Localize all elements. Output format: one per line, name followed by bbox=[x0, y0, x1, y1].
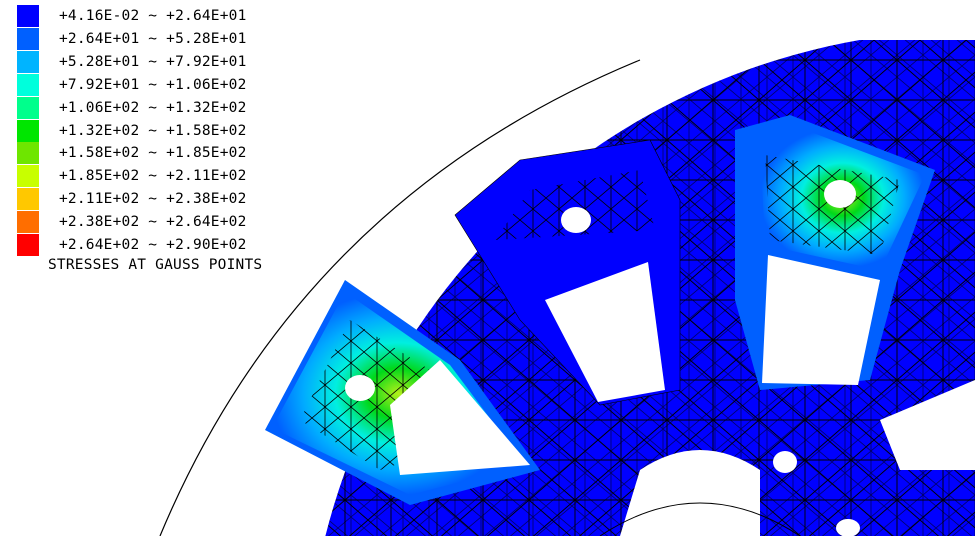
legend-range-text: +2.11E+02 ~ +2.38E+02 bbox=[59, 191, 247, 208]
legend-range-text: +2.64E+01 ~ +5.28E+01 bbox=[59, 30, 247, 47]
middle-bolt-hole bbox=[561, 207, 591, 233]
left-window-opening bbox=[390, 360, 530, 475]
right-window-opening bbox=[762, 255, 880, 385]
legend-swatch bbox=[17, 73, 39, 96]
right-window bbox=[735, 115, 935, 390]
legend-range-text: +2.38E+02 ~ +2.64E+02 bbox=[59, 214, 247, 231]
hub-bolt-hole-small bbox=[836, 519, 860, 536]
left-bolt-hole bbox=[345, 375, 375, 401]
stress-legend: +4.16E-02 ~ +2.64E+01 +2.64E+01 ~ +5.28E+… bbox=[0, 0, 300, 280]
legend-swatch bbox=[17, 165, 39, 188]
right-bolt-hole bbox=[824, 180, 856, 208]
legend-swatch bbox=[17, 50, 39, 73]
legend-swatch bbox=[17, 211, 39, 234]
middle-window-opening bbox=[545, 262, 665, 402]
legend-swatch bbox=[17, 119, 39, 142]
legend-swatch bbox=[17, 142, 39, 165]
legend-swatch bbox=[17, 96, 39, 119]
legend-range-text: +2.64E+02 ~ +2.90E+02 bbox=[59, 237, 247, 253]
legend-caption: STRESSES AT GAUSS POINTS bbox=[48, 257, 263, 273]
legend-range-text: +1.85E+02 ~ +2.11E+02 bbox=[59, 168, 247, 185]
hub-bolt-hole bbox=[773, 451, 797, 473]
hub-area bbox=[599, 380, 975, 536]
legend-range-text: +1.32E+02 ~ +1.58E+02 bbox=[59, 122, 247, 139]
middle-window bbox=[454, 139, 681, 406]
outer-boundary-line bbox=[159, 59, 641, 536]
legend-range-text: +4.16E-02 ~ +2.64E+01 bbox=[59, 8, 247, 24]
legend-swatch bbox=[17, 27, 39, 50]
legend-swatch bbox=[17, 5, 39, 27]
legend-swatch bbox=[17, 188, 39, 211]
legend-range-text: +1.06E+02 ~ +1.32E+02 bbox=[59, 99, 247, 116]
legend-range-text: +1.58E+02 ~ +1.85E+02 bbox=[59, 145, 247, 162]
legend-range-text: +5.28E+01 ~ +7.92E+01 bbox=[59, 53, 247, 70]
legend-range-text: +7.92E+01 ~ +1.06E+02 bbox=[59, 76, 247, 93]
legend-swatch bbox=[17, 234, 39, 256]
left-window bbox=[265, 280, 540, 505]
